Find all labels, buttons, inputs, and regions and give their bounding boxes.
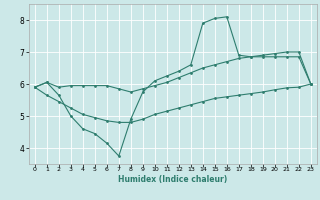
X-axis label: Humidex (Indice chaleur): Humidex (Indice chaleur) <box>118 175 228 184</box>
